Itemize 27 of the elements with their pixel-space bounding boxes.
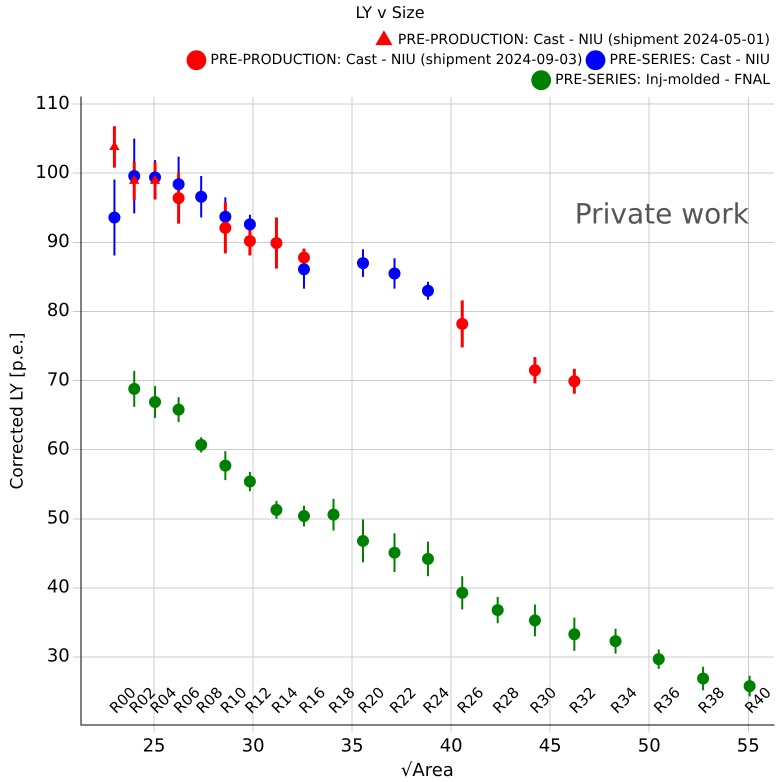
annotation: R34 <box>607 683 641 718</box>
legend-label: PRE-PRODUCTION: Cast - NIU (shipment 2024-05-01) <box>398 32 770 48</box>
legend-label: PRE-SERIES: Inj-molded - FNAL <box>555 72 770 88</box>
x-tick-label: 35 <box>340 735 364 756</box>
x-tick-label: 50 <box>638 735 661 756</box>
annotation: Private work <box>574 198 750 231</box>
y-tick-label: 70 <box>46 369 70 390</box>
y-axis-title: Corrected LY [p.e.] <box>8 332 28 490</box>
annotation: R38 <box>694 683 728 718</box>
y-tick-label: 90 <box>46 231 70 252</box>
x-axis-title: √Area <box>400 760 454 781</box>
legend-label: PRE-SERIES: Cast - NIU <box>610 52 770 68</box>
y-tick-label: 50 <box>46 507 70 528</box>
y-tick-label: 100 <box>35 162 70 183</box>
annotation: R22 <box>386 683 420 718</box>
x-tick-label: 25 <box>142 735 166 756</box>
y-tick-label: 80 <box>46 300 70 322</box>
y-tick-label: 30 <box>46 646 70 667</box>
x-tick-label: 55 <box>736 735 760 756</box>
chart-title: LY v Size <box>355 2 425 22</box>
x-tick-label: 45 <box>538 735 562 756</box>
y-tick-label: 110 <box>35 92 70 114</box>
x-tick-label: 40 <box>440 735 463 756</box>
x-tick-label: 30 <box>242 735 265 756</box>
legend-label: PRE-PRODUCTION: Cast - NIU (shipment 2024-09-03) <box>210 52 583 68</box>
y-tick-label: 40 <box>46 576 70 598</box>
y-tick-label: 60 <box>46 438 70 460</box>
